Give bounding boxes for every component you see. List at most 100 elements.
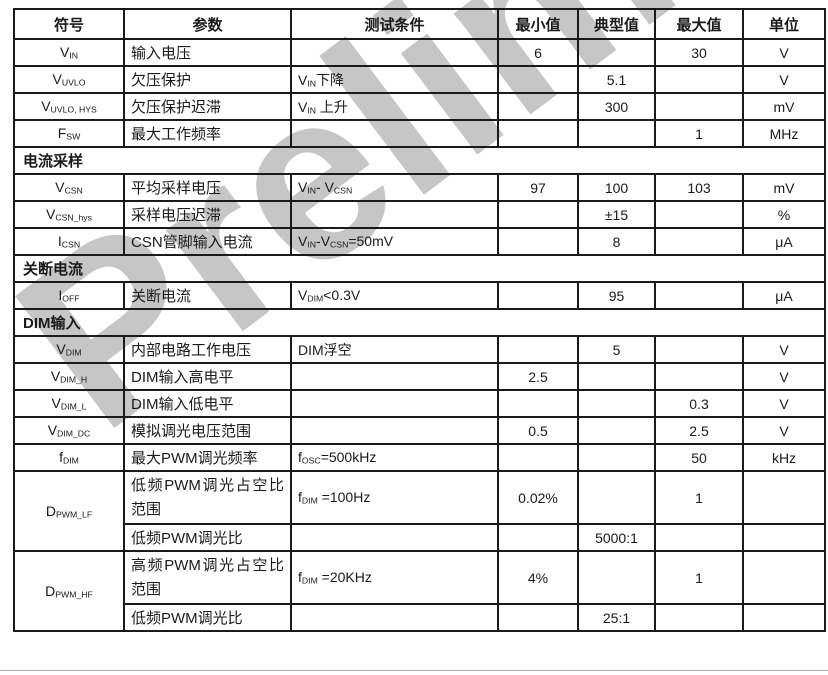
condition-cell: VIN 上升 xyxy=(290,92,499,121)
condition-cell xyxy=(290,416,499,445)
subscript: IN xyxy=(307,185,317,196)
parameter-cell: 低频PWM调光占空比范围 xyxy=(123,470,292,525)
subscript: SW xyxy=(66,131,81,142)
subscript: OSC xyxy=(301,455,321,466)
condition-cell: VDIM<0.3V xyxy=(290,281,499,310)
subscript: DIM_H xyxy=(60,374,88,385)
parameter-cell: 采样电压迟滞 xyxy=(123,200,292,229)
min-value-cell: 0.5 xyxy=(497,416,579,445)
max-value-cell xyxy=(654,281,744,310)
max-value-cell xyxy=(654,227,744,256)
symbol-cell: VCSN_hys xyxy=(13,200,125,229)
max-value-cell: 1 xyxy=(654,119,744,148)
subscript: DIM xyxy=(65,347,82,358)
table-row: VUVLO 欠压保护 VIN下降 5.1 V xyxy=(13,65,826,94)
symbol-cell: VDIM_L xyxy=(13,389,125,418)
subscript: CSN xyxy=(61,239,81,250)
table-row: ICSN CSN管脚输入电流 VIN-VCSN=50mV 8 μA xyxy=(13,227,826,256)
condition-cell xyxy=(290,603,499,632)
subscript: IN xyxy=(307,78,317,89)
table-row: DPWM_HF 高频PWM调光占空比范围 fDIM =20KHz 4% 1 xyxy=(13,550,826,632)
typ-value-cell: 5.1 xyxy=(577,65,656,94)
unit-cell: mV xyxy=(742,92,826,121)
max-value-cell: 103 xyxy=(654,173,744,202)
parameter-cell: 关断电流 xyxy=(123,281,292,310)
parameter-cell: 低频PWM调光比 xyxy=(123,523,292,552)
table-row: VIN 输入电压 6 30 V xyxy=(13,38,826,67)
condition-cell: VIN-VCSN=50mV xyxy=(290,227,499,256)
subscript: DIM_L xyxy=(60,401,87,412)
min-value-cell xyxy=(497,603,579,632)
unit-cell: V xyxy=(742,335,826,364)
table-row: VCSN 平均采样电压 VIN- VCSN 97 100 103 mV xyxy=(13,173,826,202)
symbol-cell: DPWM_LF xyxy=(13,470,125,552)
unit-cell: V xyxy=(742,362,826,391)
typ-value-cell xyxy=(577,550,656,605)
unit-cell: mV xyxy=(742,173,826,202)
condition-cell xyxy=(290,200,499,229)
table-row: VDIM_L DIM输入低电平 0.3 V xyxy=(13,389,826,418)
max-value-cell: 50 xyxy=(654,443,744,472)
symbol-cell: VCSN xyxy=(13,173,125,202)
typ-value-cell: 25:1 xyxy=(577,603,656,632)
subscript: IN xyxy=(307,105,317,116)
symbol-cell: VDIM_H xyxy=(13,362,125,391)
min-value-cell: 6 xyxy=(497,38,579,67)
parameter-cell: 低频PWM调光比 xyxy=(123,603,292,632)
unit-cell: % xyxy=(742,200,826,229)
table-row: VDIM 内部电路工作电压 DIM浮空 5 V xyxy=(13,335,826,364)
max-value-cell: 1 xyxy=(654,470,744,525)
symbol-cell: VDIM xyxy=(13,335,125,364)
unit-cell: MHz xyxy=(742,119,826,148)
symbol-cell: fDIM xyxy=(13,443,125,472)
condition-cell: DIM浮空 xyxy=(290,335,499,364)
parameter-cell: DIM输入高电平 xyxy=(123,362,292,391)
typ-value-cell: 5000:1 xyxy=(577,523,656,552)
min-value-cell xyxy=(497,200,579,229)
table-row: IOFF 关断电流 VDIM<0.3V 95 μA xyxy=(13,281,826,310)
table-row: 低频PWM调光比 5000:1 xyxy=(14,523,826,552)
max-value-cell xyxy=(654,603,744,632)
table-row: FSW 最大工作频率 1 MHz xyxy=(13,119,826,148)
condition-cell xyxy=(290,523,499,552)
column-header: 测试条件 xyxy=(290,8,499,40)
parameter-cell: 欠压保护迟滞 xyxy=(123,92,292,121)
parameter-cell: 最大PWM调光频率 xyxy=(123,443,292,472)
column-header: 参数 xyxy=(123,8,292,40)
max-value-cell xyxy=(654,65,744,94)
parameter-cell: 模拟调光电压范围 xyxy=(123,416,292,445)
subscript: OFF xyxy=(62,293,80,304)
min-value-cell: 0.02% xyxy=(497,470,579,525)
unit-cell: μA xyxy=(742,227,826,256)
typ-value-cell xyxy=(577,443,656,472)
typ-value-cell: 8 xyxy=(577,227,656,256)
max-value-cell xyxy=(654,523,744,552)
table-row: VCSN_hys 采样电压迟滞 ±15% xyxy=(13,200,826,229)
subscript: UVLO, HYS xyxy=(50,104,97,115)
parameter-cell: 平均采样电压 xyxy=(123,173,292,202)
condition-cell: fDIM =100Hz xyxy=(290,470,499,525)
subscript: IN xyxy=(69,50,79,61)
electrical-characteristics-table: 符号 参数 测试条件 最小值 典型值 最大值 单位 VIN 输入电压 6 30 V VUVLO 欠压保护 V… xyxy=(13,8,826,632)
subscript: DIM xyxy=(307,293,324,304)
page-footer-rule xyxy=(0,670,828,671)
min-value-cell xyxy=(497,227,579,256)
header-row: 符号 参数 测试条件 最小值 典型值 最大值 单位 xyxy=(13,8,826,40)
table-row: VUVLO, HYS 欠压保护迟滞 VIN 上升 300 mV xyxy=(13,92,826,121)
unit-cell: μA xyxy=(742,281,826,310)
max-value-cell xyxy=(654,335,744,364)
subscript: IN xyxy=(307,239,317,250)
column-header: 符号 xyxy=(13,8,125,40)
parameter-cell: 输入电压 xyxy=(123,38,292,67)
min-value-cell xyxy=(497,523,579,552)
max-value-cell xyxy=(654,92,744,121)
unit-cell: V xyxy=(742,65,826,94)
parameter-cell: 内部电路工作电压 xyxy=(123,335,292,364)
section-row: DIM输入 xyxy=(13,308,826,337)
max-value-cell: 1 xyxy=(654,550,744,605)
min-value-cell: 2.5 xyxy=(497,362,579,391)
subscript: DIM_DC xyxy=(57,428,91,439)
max-value-cell: 0.3 xyxy=(654,389,744,418)
symbol-cell: VUVLO xyxy=(13,65,125,94)
